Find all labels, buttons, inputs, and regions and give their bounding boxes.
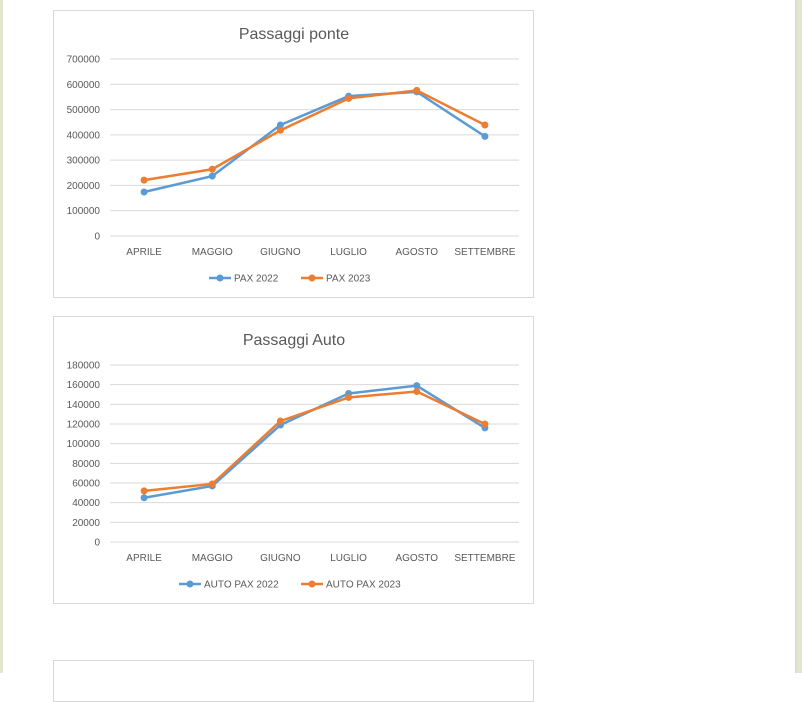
x-tick-label: MAGGIO [192,553,233,564]
y-tick-label: 500000 [67,105,101,116]
x-tick-label: APRILE [126,247,162,258]
x-tick-label: MAGGIO [192,247,233,258]
y-tick-label: 200000 [67,181,101,192]
data-point [481,420,489,428]
y-tick-label: 160000 [67,380,101,391]
chart-partial [53,660,534,702]
x-tick-label: SETTEMBRE [454,247,515,258]
legend-label: PAX 2023 [326,274,371,285]
y-tick-label: 400000 [67,130,101,141]
data-point [208,165,216,173]
series-line [143,384,486,499]
x-tick-label: SETTEMBRE [454,553,515,564]
data-point [276,126,284,134]
legend-marker [216,274,224,282]
data-point [276,417,284,425]
data-point [140,188,148,196]
y-tick-label: 40000 [72,498,100,509]
x-tick-label: APRILE [126,553,162,564]
y-tick-label: 60000 [72,479,100,490]
legend-label: PAX 2022 [234,274,279,285]
y-tick-label: 300000 [67,156,101,167]
data-point [140,176,148,184]
data-point [481,132,489,140]
x-tick-label: LUGLIO [330,247,367,258]
chart-svg: Passaggi Auto 0 20000 40000 60000 80000 100000… [67,332,519,591]
legend-marker [186,580,194,588]
y-tick-label: 180000 [67,361,101,372]
x-tick-label: GIUGNO [260,247,301,258]
data-point [413,86,421,94]
y-tick-label: 600000 [67,80,101,91]
y-tick-label: 100000 [67,439,101,450]
y-tick-label: 80000 [72,459,100,470]
y-tick-label: 0 [94,538,100,549]
series-line [143,390,486,493]
chart-title: Passaggi ponte [239,26,349,43]
chart-passaggi-ponte[interactable]: Passaggi ponte 0 100000 200000 300000 400000 5… [53,10,534,298]
y-tick-label: 100000 [67,206,101,217]
data-point [345,393,353,401]
chart-title: Passaggi Auto [243,332,345,349]
data-point [276,121,284,129]
data-point [140,487,148,495]
y-tick-label: 20000 [72,518,100,529]
chart-passaggi-auto[interactable]: Passaggi Auto 0 20000 40000 60000 80000 100000… [53,316,534,604]
legend-label: AUTO PAX 2023 [326,580,401,591]
y-tick-label: 120000 [67,420,101,431]
x-tick-label: GIUGNO [260,553,301,564]
y-tick-label: 140000 [67,400,101,411]
series-line [143,89,486,182]
x-tick-label: AGOSTO [395,247,438,258]
data-point [208,480,216,488]
y-tick-label: 700000 [67,55,101,66]
data-point [208,172,216,180]
legend-marker [308,274,316,282]
chart-svg: Passaggi ponte 0 100000 200000 300000 400000 5… [67,26,519,285]
x-tick-label: AGOSTO [395,553,438,564]
legend-marker [308,580,316,588]
data-point [140,494,148,502]
page-edge-right [795,0,802,673]
x-tick-label: LUGLIO [330,553,367,564]
data-point [345,94,353,102]
data-point [413,388,421,396]
y-tick-label: 0 [94,232,100,243]
page-edge-left [0,0,3,673]
series-line [143,90,486,194]
legend-label: AUTO PAX 2022 [204,580,279,591]
data-point [413,382,421,390]
data-point [481,121,489,129]
